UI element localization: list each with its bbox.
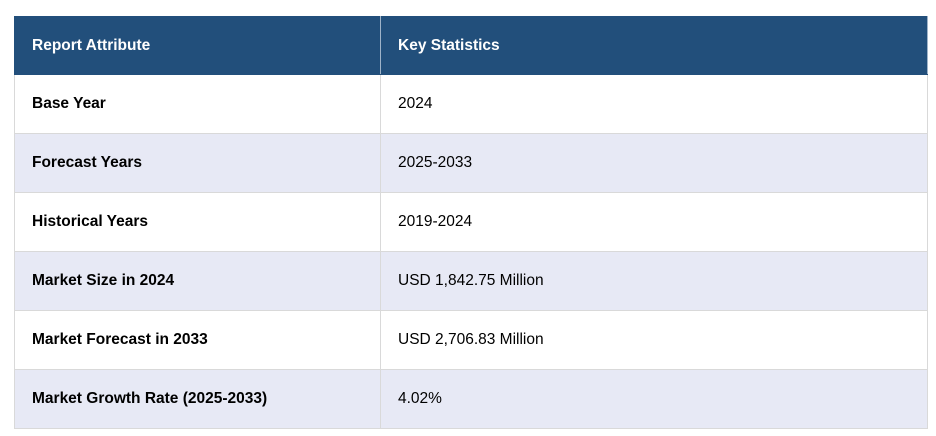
attribute-cell: Market Forecast in 2033 [14,310,381,370]
table-row: Market Size in 2024 USD 1,842.75 Million [14,251,928,311]
header-cell: Key Statistics [380,16,928,75]
attribute-cell: Market Growth Rate (2025-2033) [14,369,381,429]
table-row: Forecast Years 2025-2033 [14,133,928,193]
table-row: Base Year 2024 [14,74,928,134]
attribute-cell: Market Size in 2024 [14,251,381,311]
header-row: Report Attribute Key Statistics [14,16,928,75]
value-cell: 2024 [380,74,928,134]
value-cell: USD 1,842.75 Million [380,251,928,311]
attribute-cell: Forecast Years [14,133,381,193]
attribute-cell: Historical Years [14,192,381,252]
value-cell: 4.02% [380,369,928,429]
table-header: Report Attribute Key Statistics [14,16,928,75]
table-body: Base Year 2024 Forecast Years 2025-2033 Hist… [14,74,928,429]
value-cell: USD 2,706.83 Million [380,310,928,370]
value-cell: 2025-2033 [380,133,928,193]
table-row: Historical Years 2019-2024 [14,192,928,252]
stats-table: Report Attribute Key Statistics Base Yea… [14,16,928,429]
attribute-cell: Base Year [14,74,381,134]
header-cell: Report Attribute [14,16,381,75]
table-row: Market Growth Rate (2025-2033) 4.02% [14,369,928,429]
value-cell: 2019-2024 [380,192,928,252]
table-row: Market Forecast in 2033 USD 2,706.83 Mill… [14,310,928,370]
